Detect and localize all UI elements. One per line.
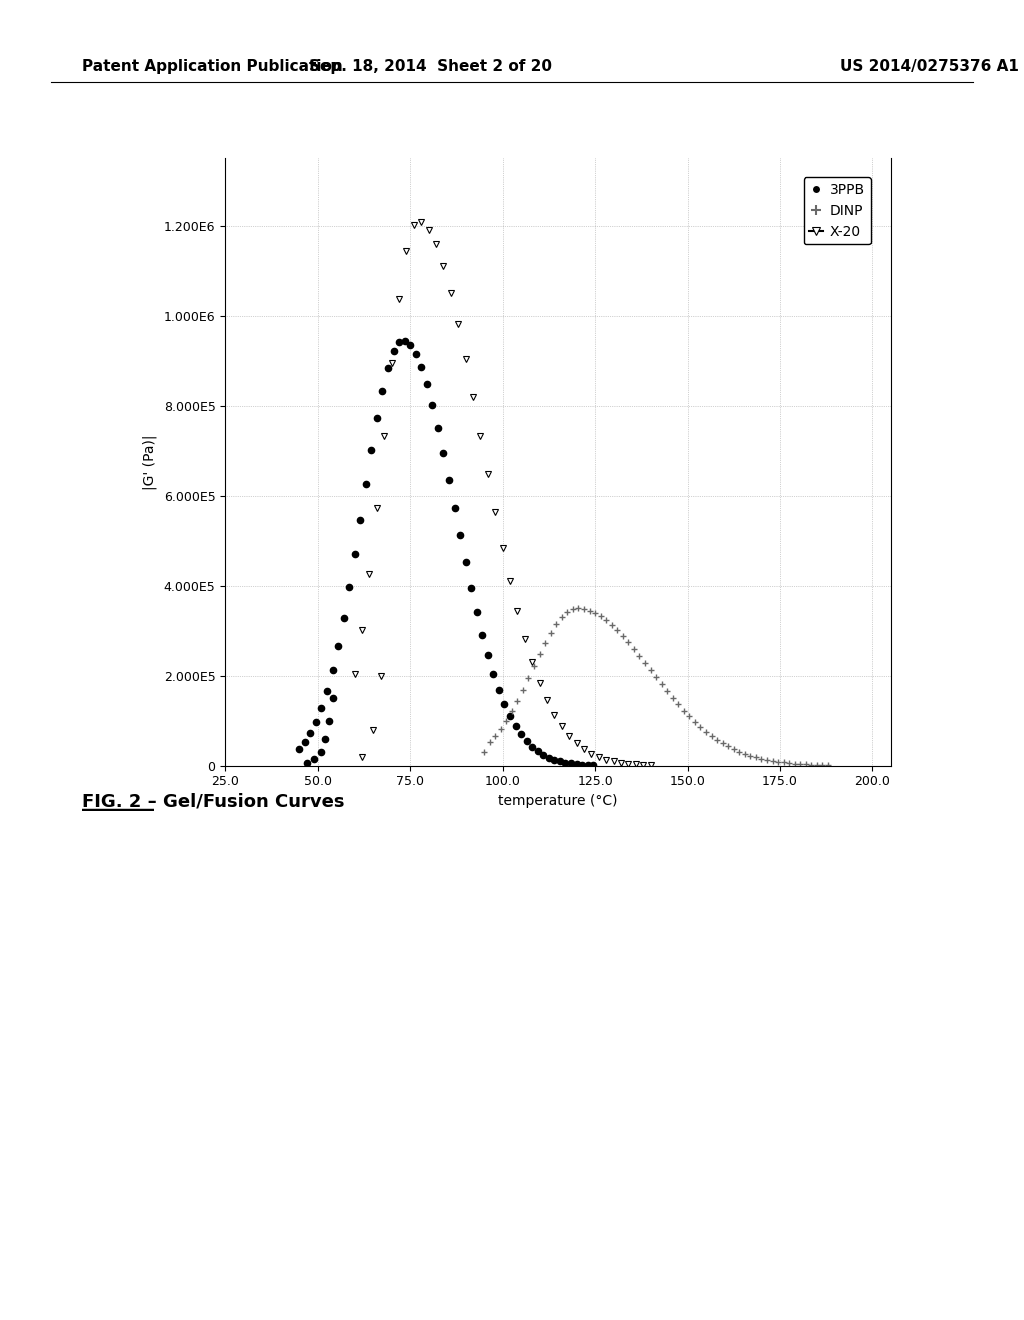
X-20 bbox=[607, 754, 620, 770]
X-20 bbox=[614, 755, 627, 771]
X-20 bbox=[511, 603, 523, 619]
Text: ________: ________ bbox=[82, 793, 154, 812]
X-20 bbox=[593, 750, 605, 766]
Line: X-20: X-20 bbox=[351, 219, 654, 768]
X-20 bbox=[563, 729, 575, 744]
3PPB bbox=[343, 579, 355, 595]
3PPB bbox=[476, 627, 488, 643]
3PPB bbox=[293, 741, 305, 756]
Text: Sep. 18, 2014  Sheet 2 of 20: Sep. 18, 2014 Sheet 2 of 20 bbox=[308, 59, 552, 74]
X-20 bbox=[430, 236, 442, 252]
3PPB bbox=[460, 554, 472, 570]
X-20 bbox=[371, 500, 383, 516]
X-20 bbox=[578, 742, 590, 758]
X-20 bbox=[481, 466, 494, 482]
DINP bbox=[572, 601, 585, 616]
X-20 bbox=[400, 243, 413, 259]
DINP bbox=[478, 744, 490, 760]
X-20 bbox=[489, 504, 502, 520]
X-20 bbox=[378, 428, 390, 444]
X-20 bbox=[644, 758, 656, 774]
DINP bbox=[578, 601, 590, 616]
3PPB bbox=[499, 696, 511, 711]
X-20 bbox=[630, 756, 642, 772]
3PPB bbox=[410, 346, 422, 362]
Line: 3PPB: 3PPB bbox=[296, 338, 596, 768]
X-20 bbox=[586, 746, 598, 762]
X-20 bbox=[364, 566, 376, 582]
3PPB bbox=[587, 758, 599, 774]
X-20 bbox=[467, 389, 479, 405]
3PPB bbox=[471, 605, 483, 620]
X-20 bbox=[637, 756, 649, 772]
X-20 bbox=[474, 428, 486, 444]
Text: Patent Application Publication: Patent Application Publication bbox=[82, 59, 343, 74]
X-20 bbox=[519, 631, 531, 647]
X-20 bbox=[356, 622, 369, 638]
DINP bbox=[644, 663, 656, 678]
DINP bbox=[589, 605, 601, 620]
X-20 bbox=[497, 540, 509, 556]
X-20 bbox=[541, 692, 553, 708]
Legend: 3PPB, DINP, X-20: 3PPB, DINP, X-20 bbox=[804, 177, 870, 244]
Y-axis label: |G' (Pa)|: |G' (Pa)| bbox=[142, 434, 157, 490]
X-20 bbox=[600, 751, 612, 767]
X-20 bbox=[423, 222, 435, 238]
X-20 bbox=[437, 257, 450, 273]
X-20 bbox=[504, 573, 516, 589]
Text: FIG. 2 – Gel/Fusion Curves: FIG. 2 – Gel/Fusion Curves bbox=[82, 792, 344, 810]
X-20 bbox=[386, 355, 398, 371]
X-20 bbox=[556, 718, 568, 734]
X-20 bbox=[460, 351, 472, 367]
DINP bbox=[816, 758, 828, 774]
X-20 bbox=[444, 285, 457, 301]
DINP bbox=[655, 676, 668, 692]
DINP bbox=[722, 738, 734, 754]
X-20 bbox=[408, 216, 420, 232]
X-20 bbox=[548, 706, 560, 722]
X-20 bbox=[534, 675, 546, 690]
X-20 bbox=[453, 317, 465, 333]
DINP bbox=[822, 758, 835, 774]
Text: US 2014/0275376 A1: US 2014/0275376 A1 bbox=[840, 59, 1019, 74]
X-axis label: temperature (°C): temperature (°C) bbox=[499, 793, 617, 808]
X-20 bbox=[393, 292, 406, 308]
X-20 bbox=[415, 214, 427, 230]
X-20 bbox=[570, 735, 583, 751]
X-20 bbox=[623, 756, 635, 772]
X-20 bbox=[348, 667, 360, 682]
3PPB bbox=[398, 333, 411, 348]
X-20 bbox=[526, 655, 539, 671]
Line: DINP: DINP bbox=[480, 605, 831, 768]
